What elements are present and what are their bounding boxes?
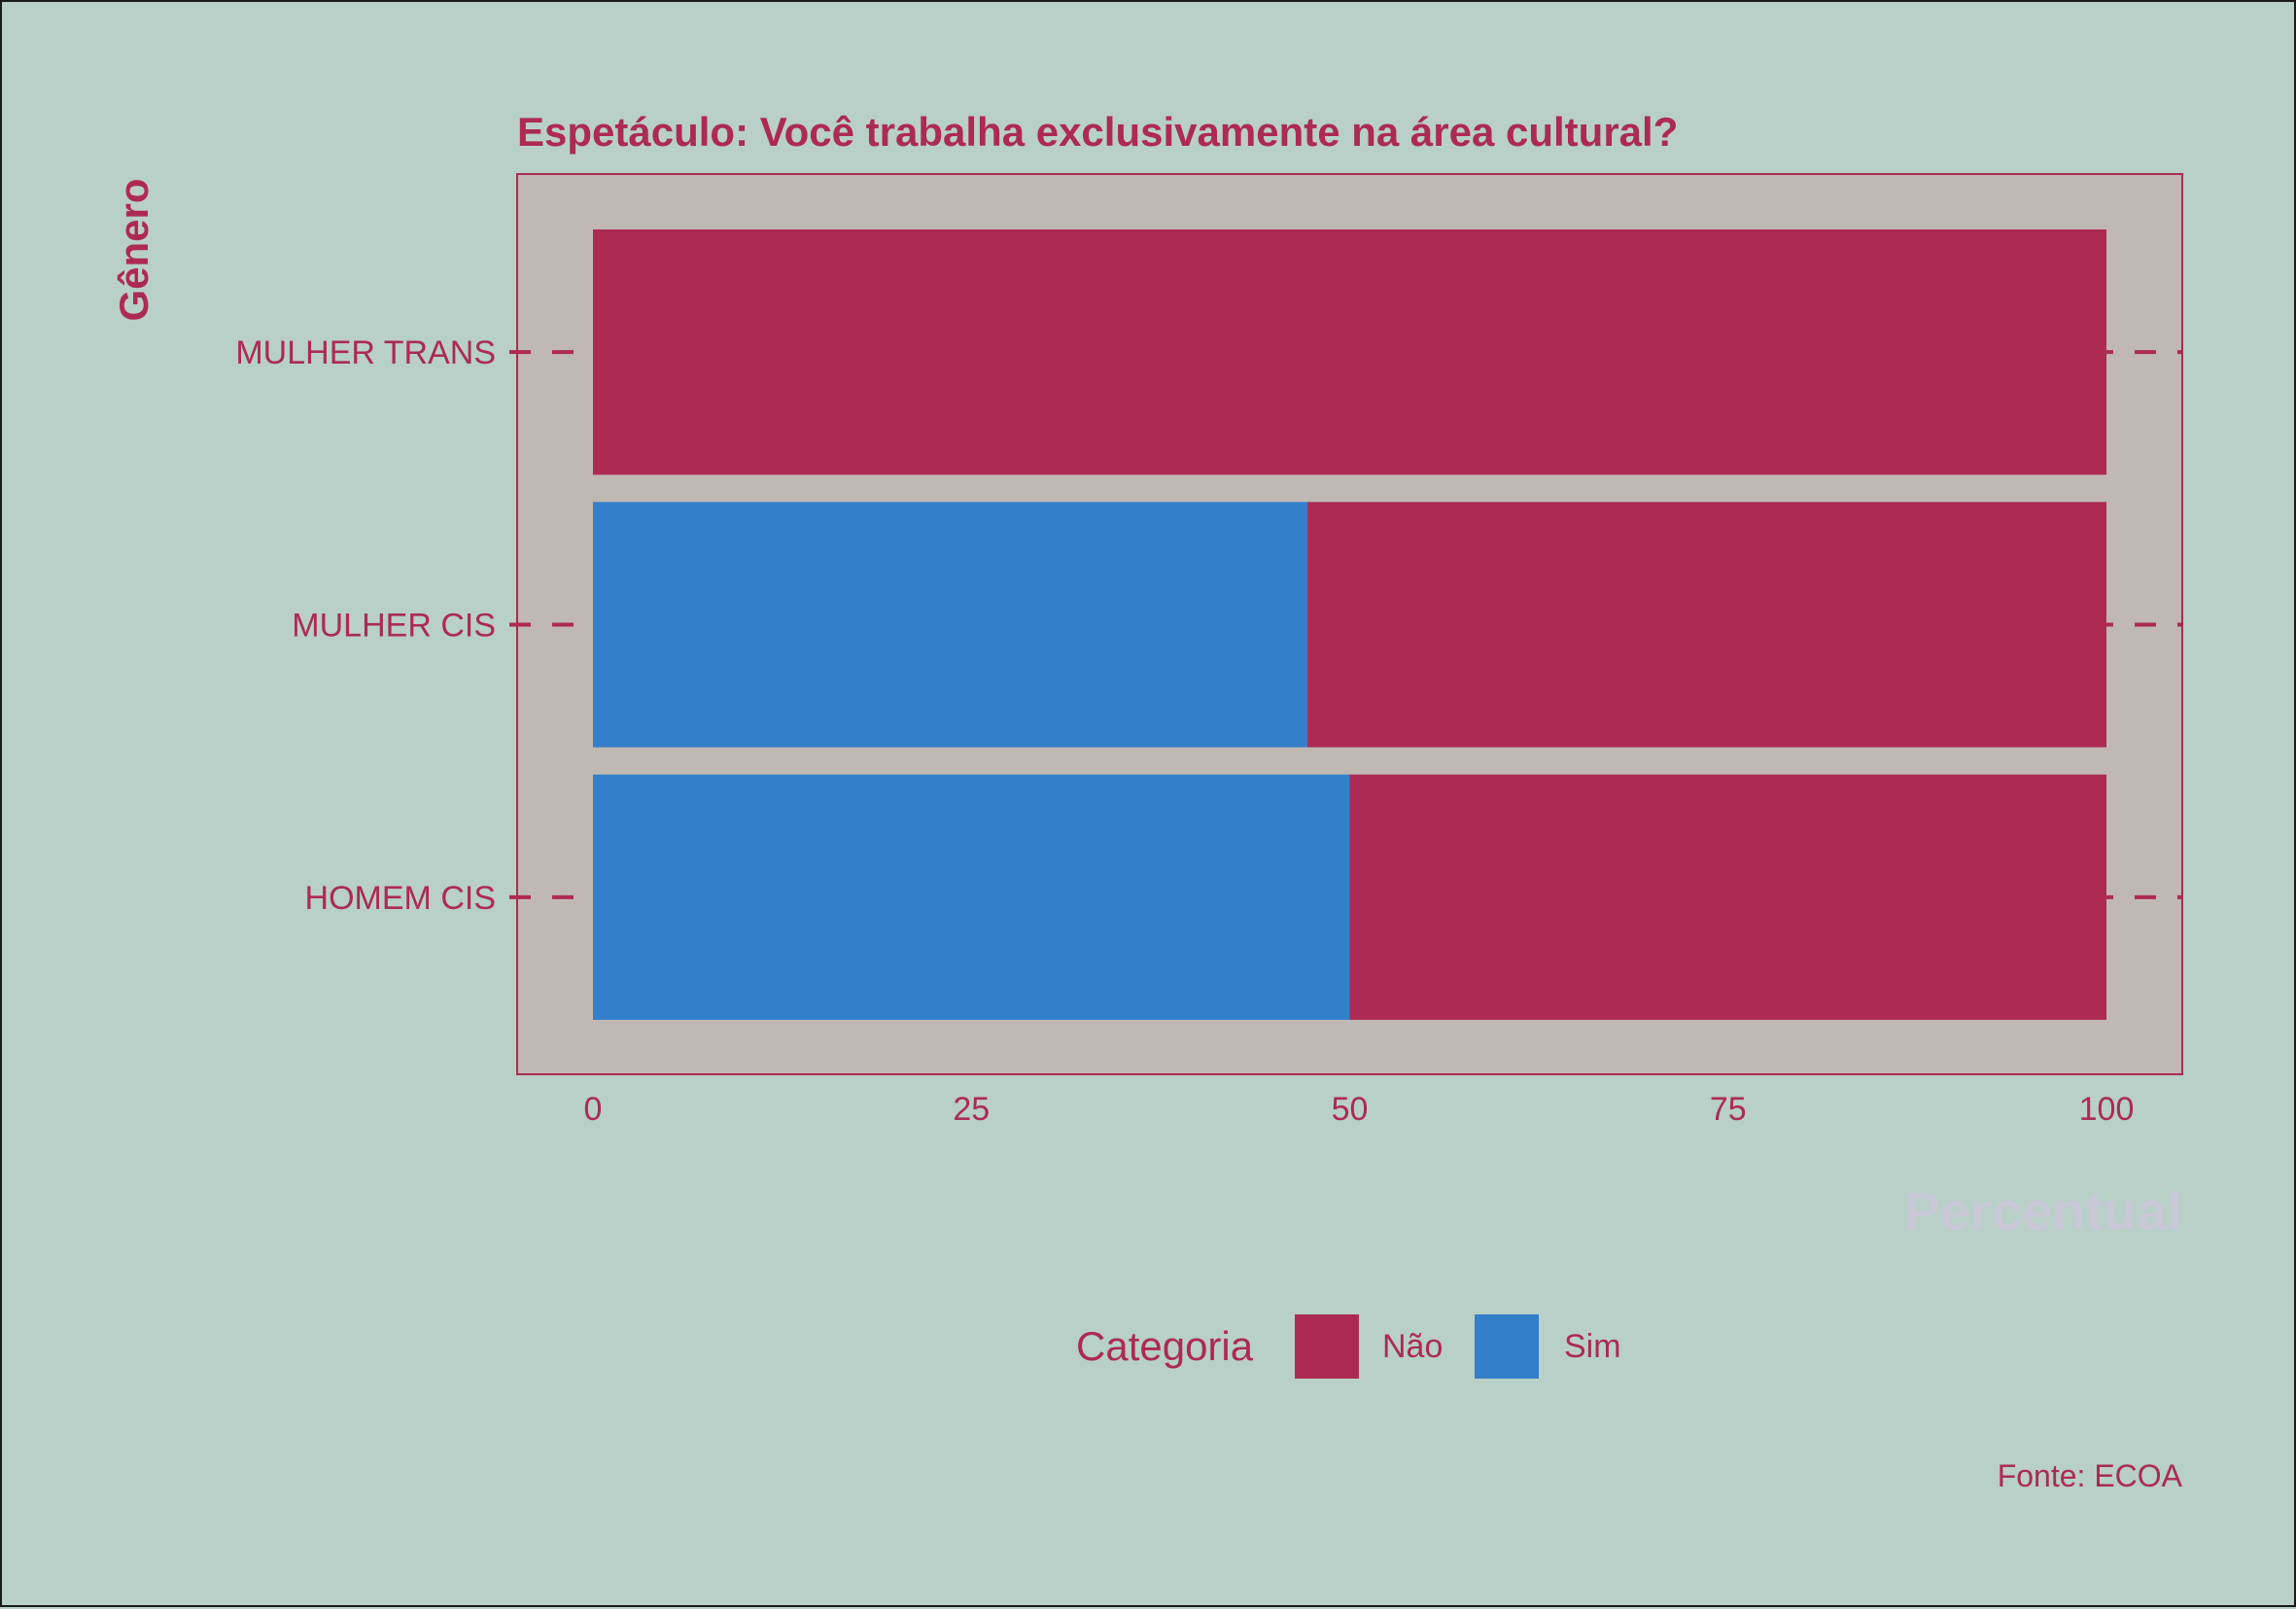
bar-homem-cis-não [1349, 774, 2106, 1020]
legend-title: Categoria [1076, 1323, 1254, 1369]
y-tick-label: MULHER CIS [292, 608, 496, 645]
x-tick-labels: 0 25 50 75 100 [584, 1091, 2135, 1128]
bar-mulher-cis-não [1306, 502, 2106, 748]
chart-title: Espetáculo: Você trabalha exclusivamente… [517, 109, 1678, 155]
bars [593, 229, 2106, 1020]
bar-mulher-trans-não [593, 229, 2106, 475]
legend: Categoria Não Sim [1076, 1314, 1621, 1379]
caption: Fonte: ECOA [1998, 1458, 2183, 1493]
x-tick-label: 0 [584, 1091, 603, 1128]
y-tick-label: HOMEM CIS [305, 880, 496, 917]
bar-mulher-cis-sim [593, 502, 1307, 748]
bar-homem-cis-sim [593, 774, 1350, 1020]
legend-label-nao: Não [1382, 1328, 1443, 1365]
y-axis-title: Gênero [111, 178, 157, 321]
x-tick-label: 50 [1332, 1091, 1369, 1128]
y-tick-label: MULHER TRANS [235, 334, 496, 371]
legend-label-sim: Sim [1564, 1328, 1621, 1365]
x-tick-label: 25 [953, 1091, 990, 1128]
x-tick-label: 100 [2079, 1091, 2135, 1128]
x-axis-title: Percentual [1904, 1180, 2182, 1242]
x-tick-label: 75 [1710, 1091, 1747, 1128]
legend-swatch-sim [1475, 1314, 1539, 1379]
y-tick-labels: HOMEM CIS MULHER CIS MULHER TRANS [235, 334, 496, 917]
legend-swatch-nao [1295, 1314, 1359, 1379]
